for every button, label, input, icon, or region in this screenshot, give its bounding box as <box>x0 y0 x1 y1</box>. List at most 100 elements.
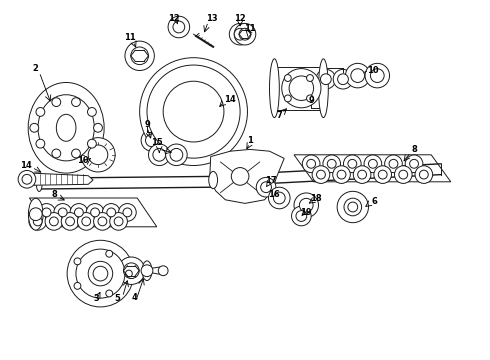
Text: 17: 17 <box>265 176 276 185</box>
Circle shape <box>52 149 61 158</box>
Text: 11: 11 <box>244 24 256 33</box>
Circle shape <box>76 249 125 298</box>
Circle shape <box>358 170 367 179</box>
Circle shape <box>163 81 224 142</box>
Circle shape <box>370 69 384 82</box>
Text: 16: 16 <box>269 190 280 199</box>
Circle shape <box>320 74 331 85</box>
Text: 1: 1 <box>247 136 253 145</box>
Circle shape <box>58 208 67 217</box>
Circle shape <box>307 95 314 102</box>
Circle shape <box>394 166 412 184</box>
Circle shape <box>374 166 392 184</box>
Circle shape <box>119 204 136 221</box>
Circle shape <box>102 204 120 221</box>
Circle shape <box>316 69 336 89</box>
Circle shape <box>333 69 353 89</box>
Circle shape <box>323 155 341 173</box>
Polygon shape <box>210 149 284 203</box>
Circle shape <box>317 170 325 179</box>
Circle shape <box>88 261 113 286</box>
Text: 9: 9 <box>144 120 150 129</box>
Circle shape <box>337 170 346 179</box>
Circle shape <box>141 265 153 276</box>
Text: 6: 6 <box>371 197 377 206</box>
Circle shape <box>72 149 80 158</box>
Ellipse shape <box>38 95 95 161</box>
Circle shape <box>284 75 291 81</box>
Text: 12: 12 <box>234 14 246 23</box>
Text: 14: 14 <box>20 161 31 170</box>
Circle shape <box>147 65 240 158</box>
Circle shape <box>141 130 163 151</box>
Circle shape <box>353 166 371 184</box>
Circle shape <box>77 212 95 230</box>
Circle shape <box>269 187 290 209</box>
Circle shape <box>30 123 39 132</box>
Circle shape <box>344 198 362 216</box>
Circle shape <box>289 76 314 100</box>
Circle shape <box>98 217 107 226</box>
Ellipse shape <box>209 171 218 189</box>
Circle shape <box>273 192 285 204</box>
Circle shape <box>348 159 357 168</box>
Circle shape <box>368 159 377 168</box>
Circle shape <box>163 134 175 147</box>
Circle shape <box>299 198 313 212</box>
Circle shape <box>337 191 368 223</box>
Circle shape <box>110 212 127 230</box>
Circle shape <box>307 75 314 81</box>
Text: 3: 3 <box>93 294 99 303</box>
Text: 13: 13 <box>206 14 218 23</box>
Circle shape <box>93 266 108 281</box>
Text: 10: 10 <box>367 66 378 75</box>
Circle shape <box>74 258 81 265</box>
Circle shape <box>294 193 318 217</box>
Circle shape <box>385 155 402 173</box>
Circle shape <box>351 69 365 82</box>
Text: 8: 8 <box>51 190 57 199</box>
Circle shape <box>158 130 180 151</box>
Polygon shape <box>24 173 93 185</box>
Ellipse shape <box>28 198 43 230</box>
Circle shape <box>81 138 115 172</box>
Circle shape <box>42 208 51 217</box>
Circle shape <box>67 240 134 307</box>
Circle shape <box>74 283 81 289</box>
Circle shape <box>54 204 72 221</box>
Circle shape <box>88 145 108 165</box>
Circle shape <box>327 159 336 168</box>
Text: 8: 8 <box>411 145 417 154</box>
Circle shape <box>123 208 132 217</box>
Circle shape <box>94 212 111 230</box>
Circle shape <box>261 182 271 193</box>
Circle shape <box>45 212 63 230</box>
Circle shape <box>106 250 113 257</box>
Circle shape <box>82 217 91 226</box>
Circle shape <box>415 166 433 184</box>
Text: 5: 5 <box>115 294 121 303</box>
Circle shape <box>118 257 145 284</box>
Ellipse shape <box>56 114 76 141</box>
Circle shape <box>52 98 61 107</box>
Circle shape <box>345 63 370 88</box>
Circle shape <box>36 139 45 148</box>
Polygon shape <box>29 198 157 227</box>
Circle shape <box>170 148 183 161</box>
Ellipse shape <box>270 59 279 118</box>
Circle shape <box>18 171 36 188</box>
Circle shape <box>106 290 113 297</box>
Circle shape <box>36 108 45 116</box>
Circle shape <box>29 212 47 230</box>
Circle shape <box>302 155 320 173</box>
Circle shape <box>410 159 418 168</box>
Circle shape <box>234 28 246 40</box>
Circle shape <box>365 63 390 88</box>
Text: 9: 9 <box>308 96 314 105</box>
Circle shape <box>405 155 423 173</box>
Text: 14: 14 <box>224 95 236 104</box>
Circle shape <box>114 217 123 226</box>
Circle shape <box>125 270 132 277</box>
Circle shape <box>49 217 58 226</box>
Circle shape <box>70 204 88 221</box>
